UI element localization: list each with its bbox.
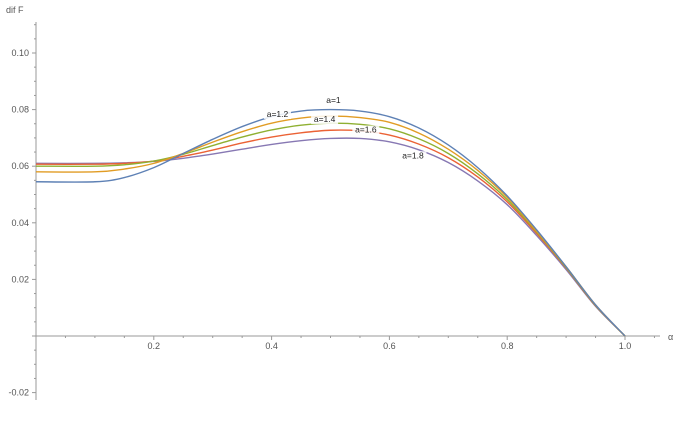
y-tick-label: 0.06 [11,161,29,171]
series-line-a-1-8 [35,137,626,337]
axes: 0.2 0.4 0.6 0.8 1.0 -0.02 0.02 0.04 0.06 0.08 0.10… [6,5,673,400]
x-tick-label: 0.4 [265,341,278,351]
y-tick-label: 0.08 [11,105,29,115]
x-tick-label: 1.0 [619,341,632,351]
series-line-a-1-2 [35,115,626,337]
curve-label-bg [324,96,342,106]
series-line-a-1 [35,108,626,337]
curve-label: a=1.4 [314,114,336,124]
curve-label: a=1.2 [267,109,289,119]
curve-label-bg [399,151,427,161]
curve-label: a=1.6 [355,125,377,135]
y-tick-label: 0.04 [11,218,29,228]
x-tick-label: 0.8 [501,341,514,351]
curve-label-bg [352,125,380,135]
series-layer [35,108,626,337]
curve-label-bg [263,109,291,119]
x-tick-label: 0.6 [383,341,396,351]
y-tick-label: 0.10 [11,48,29,58]
y-tick-label: 0.02 [11,274,29,284]
curve-labels: a=1 a=1.2 a=1.4 a=1.6 a=1.8 [263,95,427,161]
curve-label: a=1.8 [402,150,424,160]
y-tick-label: -0.02 [8,388,29,398]
curve-label: a=1 [326,95,341,105]
x-axis-label: α [668,332,673,342]
y-axis-label: dif F [6,5,24,15]
x-tick-label: 0.2 [148,341,161,351]
curve-label-bg [311,115,339,125]
